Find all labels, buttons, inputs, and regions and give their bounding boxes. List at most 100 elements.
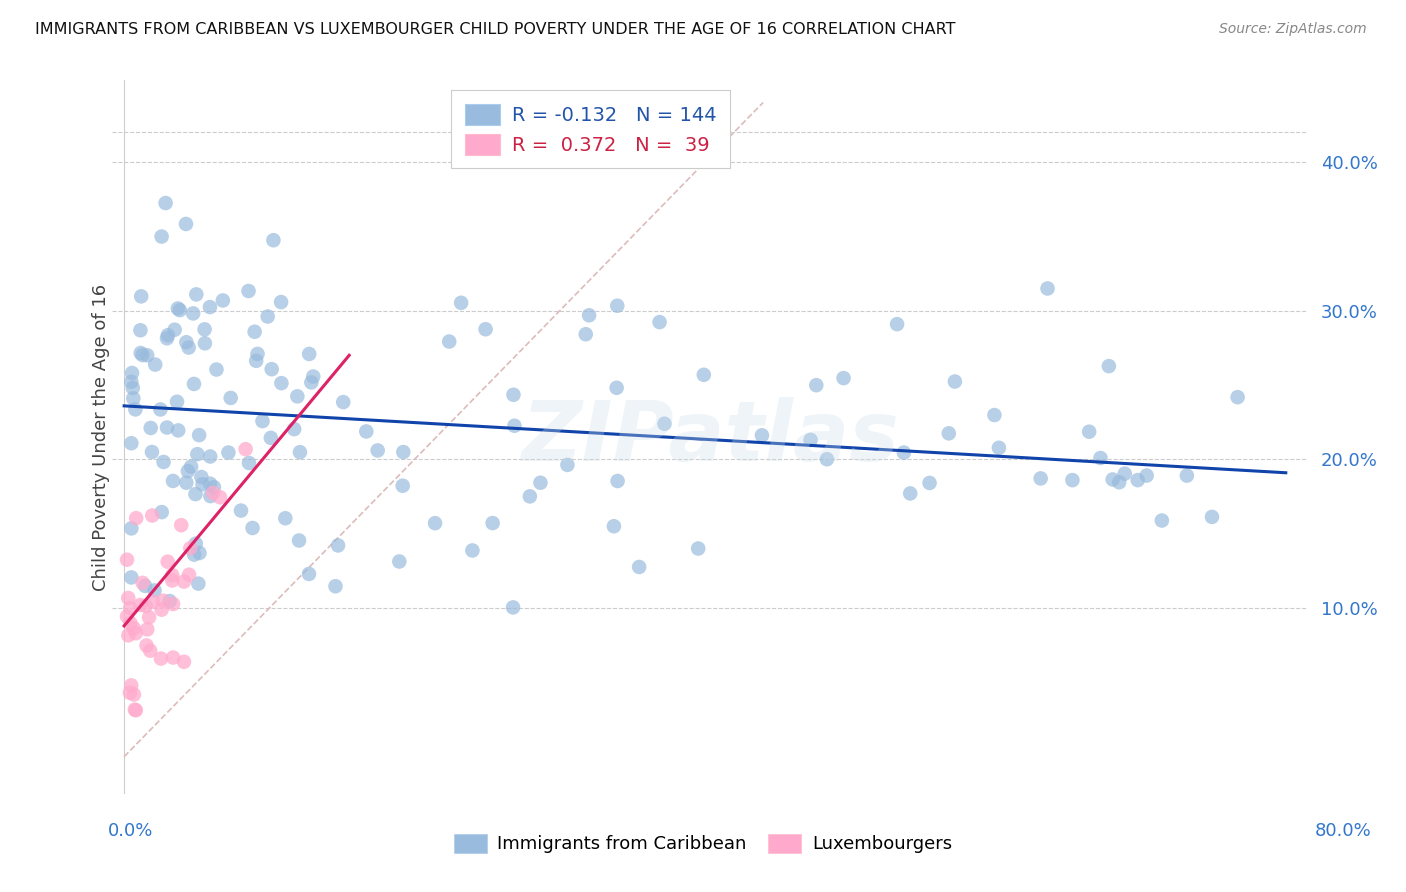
- Point: [120, 601, 142, 615]
- Point: [152, 593, 174, 607]
- Point: [1101, 473, 1123, 487]
- Point: [180, 459, 202, 474]
- Point: [183, 376, 205, 391]
- Point: [186, 447, 208, 461]
- Point: [125, 626, 148, 640]
- Point: [125, 511, 148, 525]
- Point: [198, 300, 221, 314]
- Point: [141, 445, 163, 459]
- Point: [392, 445, 415, 459]
- Point: [270, 376, 292, 391]
- Point: [983, 408, 1005, 422]
- Point: [606, 474, 628, 488]
- Point: [200, 489, 222, 503]
- Point: [174, 217, 197, 231]
- Point: [298, 347, 321, 361]
- Point: [120, 678, 142, 692]
- Point: [129, 346, 152, 360]
- Point: [886, 317, 908, 331]
- Point: [131, 575, 153, 590]
- Point: [184, 487, 207, 501]
- Point: [1078, 425, 1101, 439]
- Point: [503, 418, 526, 433]
- Text: Source: ZipAtlas.com: Source: ZipAtlas.com: [1219, 22, 1367, 37]
- Point: [245, 353, 267, 368]
- Point: [325, 579, 347, 593]
- Point: [135, 599, 157, 613]
- Point: [260, 431, 283, 445]
- Point: [131, 348, 153, 362]
- Point: [299, 376, 322, 390]
- Point: [156, 420, 179, 434]
- Point: [139, 643, 162, 657]
- Point: [606, 381, 628, 395]
- Point: [1175, 468, 1198, 483]
- Point: [575, 327, 598, 342]
- Point: [332, 395, 354, 409]
- Point: [177, 464, 200, 478]
- Point: [388, 554, 411, 568]
- Point: [198, 450, 221, 464]
- Point: [150, 505, 173, 519]
- Point: [143, 358, 166, 372]
- Point: [162, 474, 184, 488]
- Point: [1036, 281, 1059, 295]
- Point: [481, 516, 503, 530]
- Y-axis label: Child Poverty Under the Age of 16: Child Poverty Under the Age of 16: [93, 284, 110, 591]
- Point: [288, 533, 311, 548]
- Point: [149, 651, 172, 665]
- Point: [219, 391, 242, 405]
- Point: [235, 442, 257, 457]
- Point: [557, 458, 579, 472]
- Point: [238, 284, 260, 298]
- Point: [1201, 509, 1223, 524]
- Point: [121, 366, 143, 380]
- Point: [156, 331, 179, 345]
- Point: [122, 688, 145, 702]
- Point: [209, 490, 232, 504]
- Point: [688, 541, 710, 556]
- Point: [134, 579, 156, 593]
- Point: [1126, 473, 1149, 487]
- Point: [156, 555, 179, 569]
- Point: [115, 552, 138, 566]
- Point: [124, 402, 146, 417]
- Point: [150, 602, 173, 616]
- Point: [578, 308, 600, 322]
- Point: [654, 417, 676, 431]
- Point: [238, 456, 260, 470]
- Point: [648, 315, 671, 329]
- Point: [120, 375, 142, 389]
- Point: [176, 335, 198, 350]
- Point: [173, 574, 195, 589]
- Point: [202, 480, 225, 494]
- Legend: R = -0.132   N = 144, R =  0.372   N =  39: R = -0.132 N = 144, R = 0.372 N = 39: [451, 90, 730, 169]
- Point: [302, 369, 325, 384]
- Point: [270, 295, 292, 310]
- Point: [367, 443, 389, 458]
- Point: [242, 521, 264, 535]
- Point: [987, 441, 1010, 455]
- Point: [124, 703, 146, 717]
- Point: [187, 576, 209, 591]
- Point: [285, 389, 308, 403]
- Point: [194, 336, 217, 351]
- Point: [1108, 475, 1130, 490]
- Point: [205, 362, 228, 376]
- Point: [474, 322, 496, 336]
- Text: 80.0%: 80.0%: [1315, 822, 1371, 840]
- Point: [181, 306, 204, 320]
- Point: [120, 521, 142, 535]
- Point: [943, 375, 966, 389]
- Point: [173, 655, 195, 669]
- Point: [229, 503, 252, 517]
- Point: [194, 322, 217, 336]
- Point: [188, 546, 211, 560]
- Point: [1226, 390, 1249, 404]
- Point: [162, 650, 184, 665]
- Point: [156, 328, 179, 343]
- Point: [163, 323, 186, 337]
- Point: [135, 639, 157, 653]
- Point: [149, 402, 172, 417]
- Point: [898, 486, 921, 500]
